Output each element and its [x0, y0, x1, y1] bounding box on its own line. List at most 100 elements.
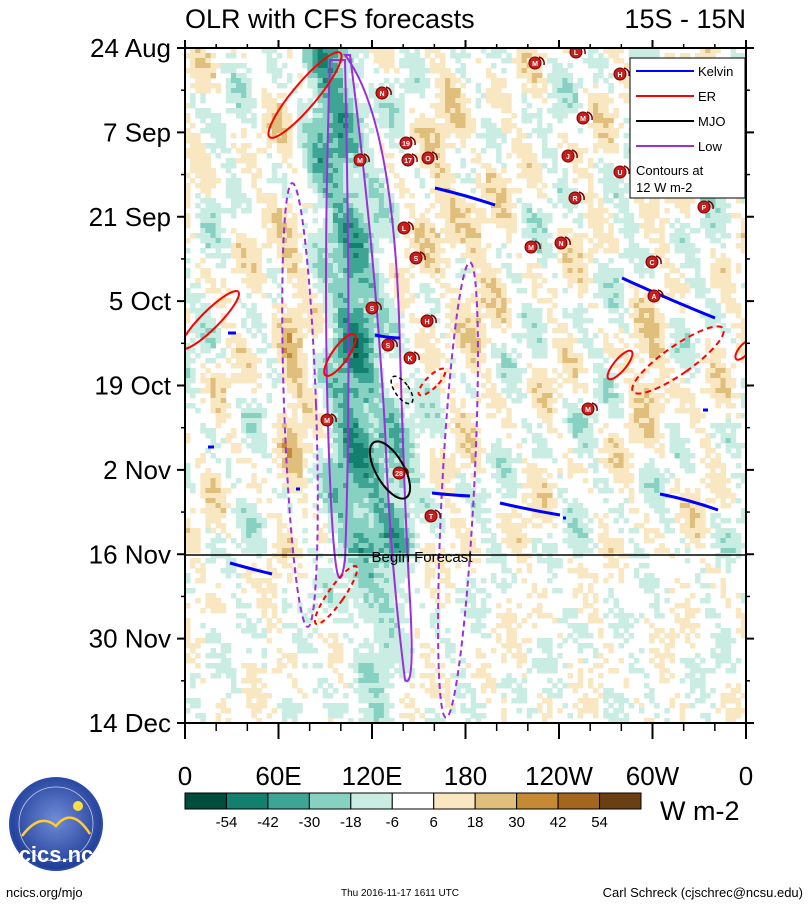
- olr-cell: [521, 423, 528, 429]
- olr-cell: [236, 183, 242, 189]
- olr-cell: [383, 68, 390, 74]
- olr-cell: [501, 403, 507, 409]
- olr-cell: [343, 283, 349, 289]
- olr-cell: [511, 273, 517, 279]
- olr-cell: [230, 323, 237, 329]
- olr-cell: [582, 278, 589, 284]
- olr-cell: [455, 233, 461, 239]
- olr-cell: [317, 243, 324, 249]
- olr-cell: [353, 238, 359, 244]
- olr-cell: [404, 303, 410, 309]
- olr-cell: [195, 323, 201, 329]
- olr-cell: [200, 268, 206, 274]
- olr-cell: [389, 408, 395, 414]
- olr-cell: [552, 108, 558, 114]
- olr-cell: [705, 388, 711, 394]
- olr-cell: [445, 83, 451, 89]
- olr-cell: [424, 83, 431, 89]
- olr-cell: [343, 328, 349, 334]
- olr-cell: [633, 408, 640, 414]
- olr-cell: [526, 168, 533, 174]
- olr-cell: [287, 253, 293, 259]
- olr-cell: [281, 223, 288, 229]
- olr-cell: [261, 333, 267, 339]
- olr-cell: [185, 193, 191, 199]
- olr-cell: [623, 118, 630, 124]
- olr-cell: [705, 368, 711, 374]
- olr-cell: [536, 423, 543, 429]
- olr-cell: [496, 393, 502, 399]
- olr-cell: [730, 48, 737, 54]
- olr-cell: [598, 68, 604, 74]
- olr-cell: [618, 188, 624, 194]
- olr-cell: [567, 253, 573, 259]
- olr-cell: [587, 58, 594, 64]
- olr-cell: [542, 218, 548, 224]
- olr-cell: [261, 48, 267, 54]
- olr-cell: [649, 328, 655, 334]
- olr-cell: [649, 403, 655, 409]
- olr-cell: [251, 238, 257, 244]
- olr-cell: [516, 373, 522, 379]
- olr-cell: [195, 148, 201, 154]
- olr-cell: [215, 228, 222, 234]
- olr-cell: [353, 228, 359, 234]
- olr-cell: [378, 278, 385, 284]
- olr-cell: [215, 153, 222, 159]
- olr-cell: [618, 408, 624, 414]
- olr-cell: [567, 373, 573, 379]
- olr-cell: [312, 313, 318, 319]
- olr-cell: [185, 118, 191, 124]
- olr-cell: [348, 113, 354, 119]
- olr-cell: [332, 178, 339, 184]
- olr-cell: [399, 123, 405, 129]
- olr-cell: [470, 388, 477, 394]
- olr-cell: [496, 323, 502, 329]
- olr-cell: [434, 113, 441, 119]
- olr-cell: [496, 288, 502, 294]
- olr-cell: [353, 398, 359, 404]
- olr-cell: [261, 118, 267, 124]
- olr-cell: [287, 163, 293, 169]
- olr-cell: [368, 273, 375, 279]
- olr-cell: [276, 223, 283, 229]
- olr-cell: [368, 298, 375, 304]
- olr-cell: [230, 253, 237, 259]
- olr-cell: [358, 198, 364, 204]
- olr-cell: [710, 303, 716, 309]
- olr-cell: [633, 313, 640, 319]
- olr-cell: [302, 288, 308, 294]
- olr-cell: [215, 63, 222, 69]
- olr-cell: [327, 248, 334, 254]
- olr-cell: [725, 283, 732, 289]
- olr-cell: [215, 123, 222, 129]
- olr-cell: [317, 48, 324, 54]
- olr-cell: [225, 208, 232, 214]
- olr-cell: [659, 373, 665, 379]
- olr-cell: [669, 368, 675, 374]
- olr-cell: [236, 158, 242, 164]
- olr-cell: [526, 268, 533, 274]
- olr-cell: [353, 423, 359, 429]
- olr-cell: [236, 83, 242, 89]
- olr-cell: [501, 343, 507, 349]
- olr-cell: [725, 303, 732, 309]
- olr-cell: [327, 188, 334, 194]
- olr-cell: [399, 343, 405, 349]
- olr-cell: [725, 293, 732, 299]
- olr-cell: [434, 423, 441, 429]
- olr-cell: [480, 253, 487, 259]
- olr-cell: [185, 198, 191, 204]
- olr-cell: [710, 423, 716, 429]
- olr-cell: [353, 233, 359, 239]
- olr-cell: [419, 178, 426, 184]
- olr-cell: [256, 323, 262, 329]
- olr-cell: [740, 323, 746, 329]
- olr-cell: [485, 168, 492, 174]
- olr-cell: [608, 183, 614, 189]
- olr-cell: [414, 48, 420, 54]
- olr-cell: [450, 53, 456, 59]
- olr-cell: [460, 118, 466, 124]
- olr-cell: [649, 273, 655, 279]
- olr-cell: [332, 48, 339, 54]
